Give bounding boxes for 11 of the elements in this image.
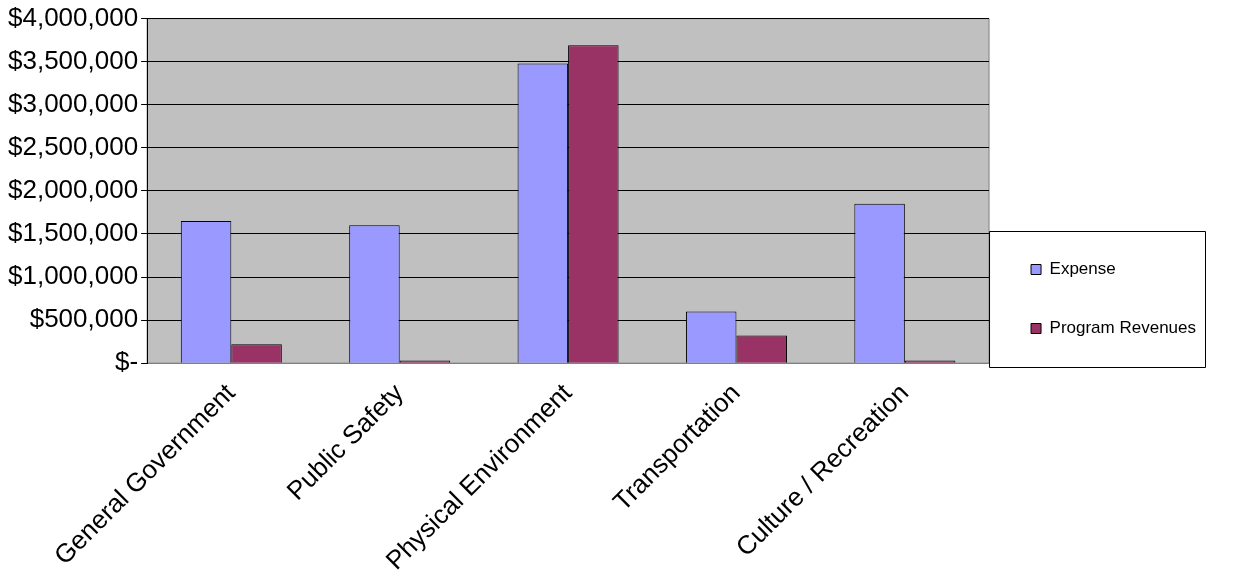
y-tick-label: $1,000,000 [7,260,139,291]
y-tick-label: $500,000 [29,303,139,334]
y-tick-label: $3,000,000 [7,87,139,118]
legend-label: Program Revenues [1049,318,1197,338]
legend-label: Expense [1049,259,1116,279]
y-tick-label: $2,000,000 [7,174,139,205]
y-tick-label: $- [115,346,139,377]
y-tick-label: $4,000,000 [7,1,139,32]
y-tick-label: $1,500,000 [7,217,139,248]
y-tick-label: $2,500,000 [7,130,139,161]
y-tick-label: $3,500,000 [7,44,139,75]
